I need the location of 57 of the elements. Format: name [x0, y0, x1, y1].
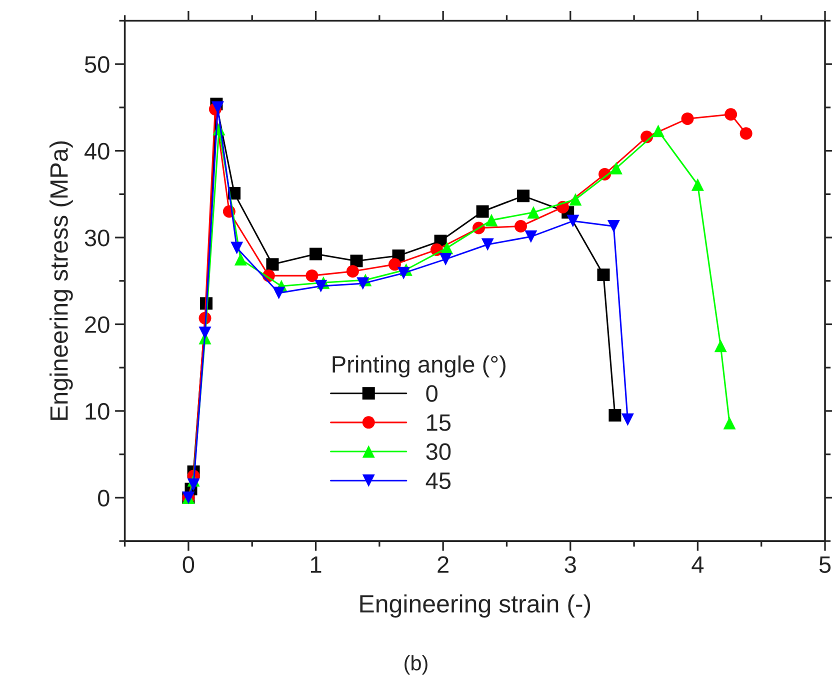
x-tick-label: 3 [564, 556, 576, 573]
y-tick-label: 20 [85, 316, 110, 334]
point [310, 248, 322, 260]
point [527, 206, 540, 219]
legend-title: Printing angle (°) [332, 355, 506, 378]
y-tick-label: 10 [86, 403, 110, 420]
point [397, 266, 410, 280]
point [356, 277, 370, 290]
point [652, 124, 664, 138]
y-tick-label: 30 [84, 230, 110, 246]
point [350, 254, 363, 268]
point [198, 326, 212, 340]
point [476, 205, 489, 218]
point [621, 413, 634, 426]
point [566, 214, 580, 228]
point [608, 409, 622, 422]
point [485, 214, 498, 226]
point [607, 220, 620, 233]
point [346, 265, 359, 278]
legend-label: 0 [426, 385, 438, 402]
point [514, 220, 527, 233]
point [388, 258, 401, 271]
point [740, 127, 752, 140]
x-tick-label: 5 [819, 556, 831, 573]
point [714, 340, 727, 352]
point [524, 230, 538, 243]
legend-label: 45 [426, 472, 451, 490]
point [187, 478, 200, 491]
x-tick-label: 2 [438, 556, 448, 573]
point [230, 242, 244, 254]
x-tick-label: 4 [692, 556, 704, 573]
point [306, 269, 318, 282]
point [234, 252, 247, 266]
y-axis-title: Engineering stress (MPa) [50, 141, 73, 420]
y-tick-label: 50 [84, 56, 110, 73]
point [597, 268, 610, 282]
point [211, 101, 224, 114]
x-axis-title: Engineering strain (-) [360, 594, 590, 618]
x-tick-label: 1 [311, 556, 322, 573]
text: (b) [404, 655, 428, 675]
point [723, 416, 736, 430]
point [314, 280, 328, 292]
point [569, 193, 582, 206]
y-tick-label: 0 [98, 490, 110, 506]
point [439, 252, 452, 266]
y-tick-label: 40 [84, 142, 110, 160]
legend-label: 30 [426, 443, 451, 460]
x-tick-label: 0 [182, 556, 194, 573]
point [724, 108, 738, 121]
point [691, 178, 704, 191]
point [610, 162, 622, 174]
point [481, 238, 494, 251]
legend-label: 15 [427, 414, 451, 431]
point [272, 286, 286, 300]
point [517, 190, 530, 202]
point [681, 112, 694, 125]
point [266, 258, 279, 271]
